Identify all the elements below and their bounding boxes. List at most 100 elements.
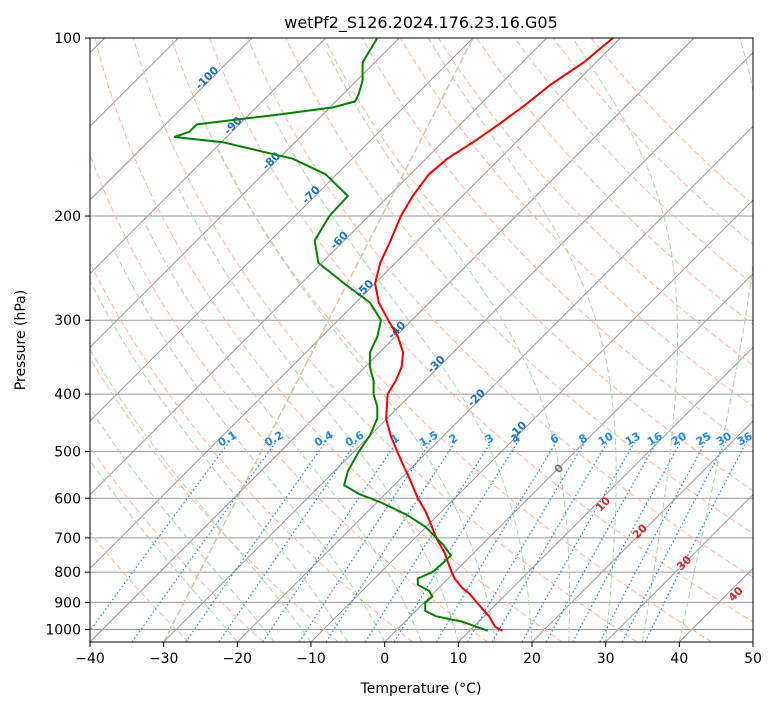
dry-adiabat bbox=[590, 38, 753, 206]
mixing-ratio-label: 16 bbox=[645, 429, 665, 448]
mixing-ratio-label: 3 bbox=[483, 431, 496, 446]
theta-e-label: 0 bbox=[552, 461, 567, 476]
x-tick-label: 20 bbox=[523, 651, 541, 667]
isotherm-gridline bbox=[752, 641, 753, 642]
x-tick-label: 0 bbox=[380, 651, 389, 667]
chart-title: wetPf2_S126.2024.176.23.16.G05 bbox=[284, 13, 558, 33]
moist-adiabat bbox=[572, 38, 678, 642]
mixing-ratio-line bbox=[218, 440, 358, 642]
isotherm-label: -90 bbox=[221, 114, 244, 137]
dry-adiabat bbox=[437, 38, 753, 366]
dry-adiabat bbox=[90, 446, 264, 642]
dry-adiabat bbox=[90, 531, 190, 642]
y-tick-label: 500 bbox=[54, 444, 81, 460]
isotherm-gridline bbox=[310, 199, 753, 642]
moist-adiabat bbox=[218, 150, 496, 642]
isotherm-label: -60 bbox=[328, 229, 351, 252]
dry-adiabat bbox=[90, 261, 414, 642]
y-tick-label: 800 bbox=[54, 565, 81, 581]
dry-adiabat bbox=[514, 38, 753, 285]
mixing-ratio-label: 13 bbox=[623, 429, 643, 448]
dewpoint-profile bbox=[173, 38, 489, 632]
x-tick-label: 40 bbox=[670, 651, 688, 667]
x-tick-label: −40 bbox=[75, 651, 105, 667]
mixing-ratio-label: 2 bbox=[447, 431, 460, 446]
isotherm-gridline bbox=[384, 272, 753, 642]
y-tick-label: 400 bbox=[54, 387, 81, 403]
isotherm-gridline bbox=[90, 38, 253, 201]
mixing-ratio-line bbox=[466, 440, 587, 642]
y-axis: 100 200 300 400 500 600 700 800 900 1000 bbox=[45, 31, 90, 638]
lcl-curve bbox=[163, 38, 474, 642]
y-tick-label: 1000 bbox=[45, 622, 81, 638]
dry-adiabat bbox=[94, 38, 563, 642]
y-tick-label: 900 bbox=[54, 595, 81, 611]
moist-adiabat bbox=[90, 459, 238, 642]
x-tick-label: 50 bbox=[744, 651, 762, 667]
x-tick-label: −30 bbox=[149, 651, 179, 667]
isotherm-gridline bbox=[605, 493, 753, 642]
line-labels: -100-90-80-70-60-50-40-30-20-100.1 0.2 0.4… bbox=[193, 63, 755, 604]
moist-adiabat bbox=[678, 38, 753, 642]
temperature-profile bbox=[374, 38, 614, 632]
isotherm-gridline bbox=[678, 567, 753, 642]
isotherm-label: -30 bbox=[425, 353, 448, 376]
dry-adiabat bbox=[90, 357, 339, 642]
isotherm-gridline bbox=[457, 346, 753, 642]
dry-adiabat bbox=[209, 38, 753, 623]
isotherm-gridline bbox=[531, 420, 753, 642]
dry-adiabat bbox=[285, 38, 753, 535]
x-tick-label: −10 bbox=[296, 651, 326, 667]
isotherm-gridline bbox=[163, 51, 753, 642]
mixing-ratio-label: 0.2 bbox=[262, 428, 285, 449]
mixing-ratio-label: 30 bbox=[714, 429, 734, 448]
moist-adiabat bbox=[178, 188, 459, 642]
moist-adiabat bbox=[90, 279, 349, 642]
mixing-ratio-line bbox=[521, 440, 636, 642]
mixing-ratio-label: 10 bbox=[596, 429, 616, 448]
mixing-ratio-line bbox=[90, 440, 231, 632]
mixing-ratio-line bbox=[325, 440, 457, 642]
moist-adiabat bbox=[428, 38, 617, 642]
mixing-ratio-line bbox=[364, 440, 493, 642]
mixing-ratio-line bbox=[262, 440, 399, 642]
theta-e-label: 40 bbox=[726, 584, 746, 604]
isotherm-label: -50 bbox=[353, 277, 376, 300]
mixing-ratio-line bbox=[435, 440, 558, 642]
moist-adiabat bbox=[143, 222, 422, 642]
isotherm-gridline bbox=[90, 38, 548, 496]
background-lines bbox=[90, 38, 753, 642]
x-tick-label: 10 bbox=[449, 651, 467, 667]
mixing-ratio-line bbox=[644, 440, 748, 642]
moist-adiabat bbox=[325, 50, 570, 642]
dry-adiabat bbox=[132, 38, 638, 642]
dry-adiabat bbox=[90, 153, 488, 642]
isotherm-label: -70 bbox=[300, 183, 323, 206]
x-axis-label: Temperature (°C) bbox=[360, 681, 482, 697]
y-tick-label: 300 bbox=[54, 313, 81, 329]
mixing-ratio-label: 6 bbox=[548, 431, 561, 446]
mixing-ratio-line bbox=[185, 440, 327, 642]
y-axis-label: Pressure (hPa) bbox=[13, 290, 29, 390]
theta-e-label: 10 bbox=[593, 494, 613, 514]
isotherm-gridline bbox=[236, 125, 753, 642]
moist-adiabat bbox=[90, 407, 275, 642]
isotherm-gridline bbox=[90, 38, 400, 349]
dry-adiabat bbox=[170, 38, 712, 642]
mixing-ratio-line bbox=[298, 440, 432, 642]
moist-adiabat bbox=[90, 348, 312, 642]
moist-adiabat bbox=[267, 105, 533, 642]
mixing-ratio-label: 0.1 bbox=[216, 428, 239, 449]
y-tick-label: 700 bbox=[54, 531, 81, 547]
isotherm-label: -100 bbox=[193, 63, 222, 92]
mixing-ratio-label: 36 bbox=[735, 429, 755, 448]
plot-frame bbox=[89, 37, 754, 643]
y-tick-label: 600 bbox=[54, 491, 81, 507]
dry-adiabat bbox=[247, 38, 753, 578]
isotherm-gridline bbox=[90, 38, 327, 275]
isotherm-label: -20 bbox=[465, 386, 488, 409]
isotherm-gridline bbox=[90, 38, 474, 422]
isotherm-gridline bbox=[90, 38, 621, 570]
mixing-ratio-line bbox=[491, 440, 609, 642]
